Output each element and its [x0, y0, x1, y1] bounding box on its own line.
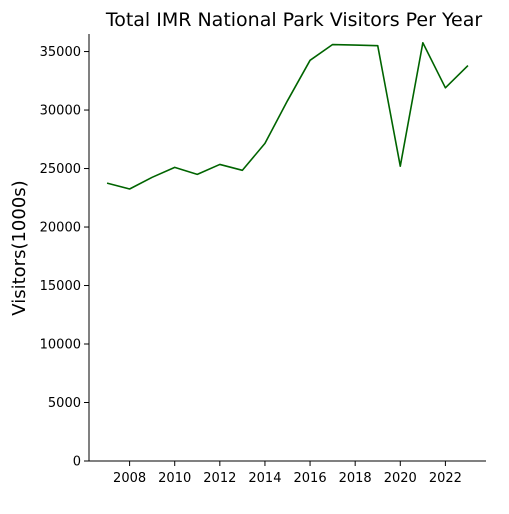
y-tick-label: 25000 [40, 162, 81, 177]
plot-area [106, 41, 469, 190]
x-tick-label: 2020 [384, 471, 417, 486]
y-axis-label: Visitors(1000s) [9, 180, 30, 315]
x-tick-label: 2016 [294, 471, 327, 486]
x-tick-label: 2010 [158, 471, 191, 486]
series-line [106, 41, 469, 190]
y-tick-label: 30000 [40, 104, 81, 119]
y-tick-label: 35000 [40, 45, 81, 60]
x-tick-label: 2022 [429, 471, 462, 486]
chart-title: Total IMR National Park Visitors Per Yea… [105, 9, 483, 31]
x-tick-label: 2008 [113, 471, 146, 486]
x-tick-label: 2012 [203, 471, 236, 486]
y-tick-label: 20000 [40, 221, 81, 236]
y-tick-label: 15000 [40, 279, 81, 294]
y-tick-label: 0 [73, 455, 81, 470]
y-tick-label: 10000 [40, 338, 81, 353]
axes: 0 5000 10000 15000 20000 25000 30000 35000 2008 2… [40, 34, 486, 486]
x-tick-label: 2018 [339, 471, 372, 486]
y-tick-label: 5000 [48, 396, 81, 411]
x-tick-label: 2014 [248, 471, 281, 486]
